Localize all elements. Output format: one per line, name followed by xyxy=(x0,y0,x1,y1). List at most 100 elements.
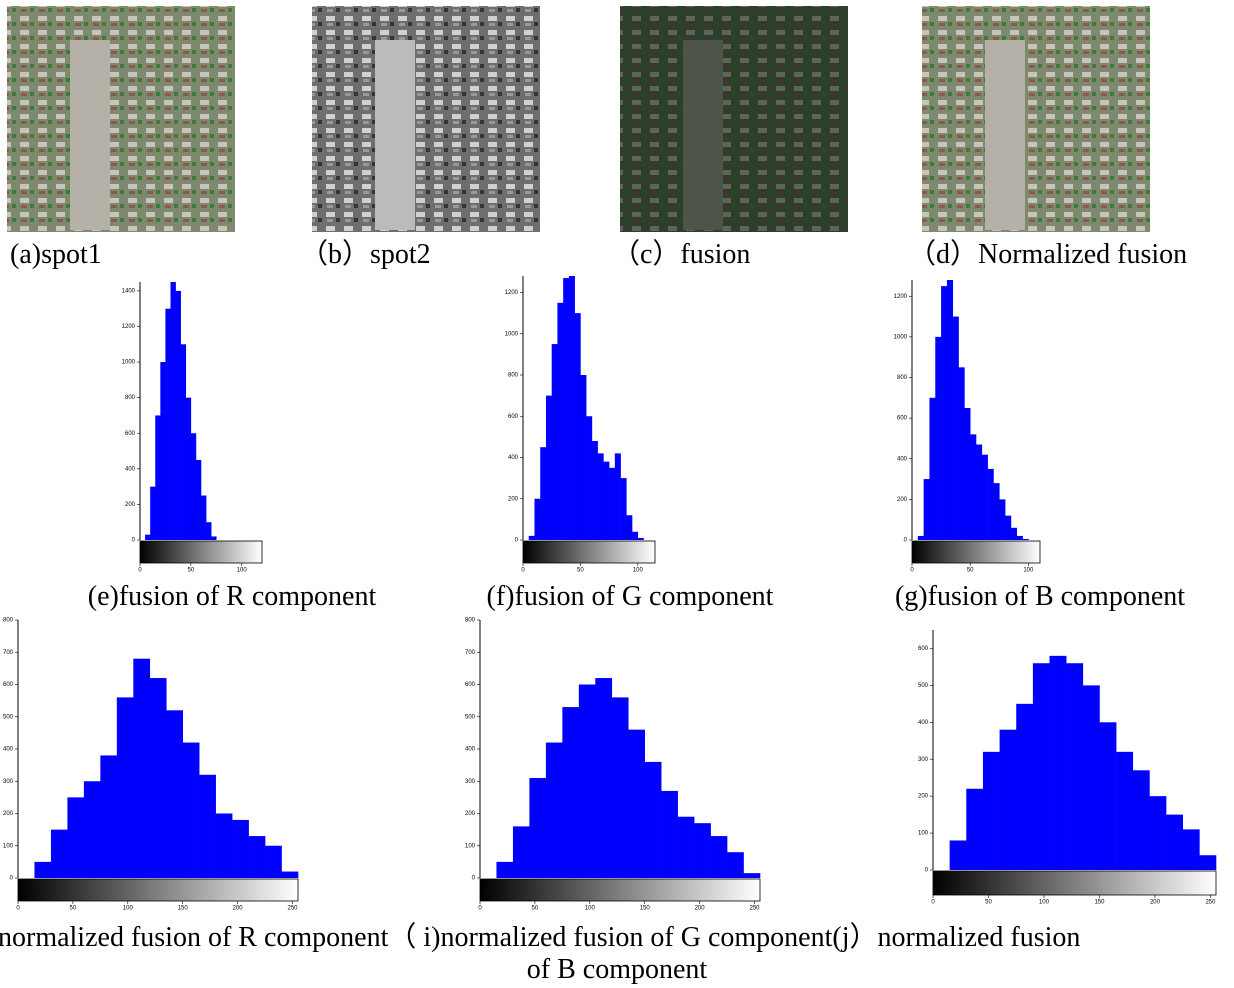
bar xyxy=(34,861,52,878)
bar xyxy=(1082,685,1100,870)
bar xyxy=(211,536,217,540)
x-tick-label: 50 xyxy=(577,568,584,574)
y-tick-label: 600 xyxy=(3,682,14,688)
bar xyxy=(597,453,604,540)
colorbar xyxy=(17,878,299,902)
bar xyxy=(133,658,151,878)
y-tick-label: 800 xyxy=(897,375,908,381)
y-tick-label: 300 xyxy=(3,779,14,785)
y-tick-label: 0 xyxy=(904,538,908,544)
bar xyxy=(199,774,216,878)
bar xyxy=(935,336,942,540)
y-tick-label: 200 xyxy=(465,811,476,817)
y-tick-label: 1400 xyxy=(122,288,136,294)
bar xyxy=(206,522,212,540)
bar xyxy=(83,781,101,878)
bar xyxy=(180,344,187,540)
bar xyxy=(528,535,535,540)
bar xyxy=(232,819,249,878)
bar xyxy=(591,441,598,540)
y-tick-label: 600 xyxy=(508,414,519,420)
bar xyxy=(67,797,85,878)
bar xyxy=(966,788,984,870)
x-tick-label: 150 xyxy=(640,906,651,912)
bar xyxy=(165,308,171,540)
bar xyxy=(958,367,965,540)
bar xyxy=(970,434,977,540)
y-tick-label: 800 xyxy=(3,618,14,624)
x-tick-label: 200 xyxy=(1150,900,1161,906)
x-tick-label: 100 xyxy=(633,568,644,574)
bar xyxy=(563,278,570,540)
x-tick-label: 0 xyxy=(138,568,142,574)
bar xyxy=(941,286,948,540)
bar xyxy=(557,302,564,540)
x-tick-label: 50 xyxy=(532,906,539,912)
bar xyxy=(182,742,200,878)
x-tick-label: 100 xyxy=(1023,568,1034,574)
x-tick-label: 100 xyxy=(1039,900,1050,906)
bar xyxy=(620,478,627,540)
colorbar xyxy=(479,878,761,902)
y-tick-label: 1000 xyxy=(122,360,136,366)
x-tick-label: 0 xyxy=(478,906,482,912)
y-tick-label: 600 xyxy=(918,646,929,652)
y-tick-label: 0 xyxy=(132,538,136,544)
y-tick-label: 0 xyxy=(515,538,519,544)
bar xyxy=(999,729,1017,870)
chart-caption: (e)fusion of R component xyxy=(88,581,377,612)
bar xyxy=(987,468,994,540)
bar xyxy=(185,397,192,540)
y-tick-label: 700 xyxy=(3,650,14,656)
y-tick-label: 1200 xyxy=(894,294,908,300)
bar xyxy=(512,826,530,878)
y-tick-label: 0 xyxy=(472,876,476,882)
bar xyxy=(1010,527,1018,540)
bar xyxy=(248,836,266,878)
bar xyxy=(952,316,959,540)
y-tick-label: 400 xyxy=(125,466,136,472)
bar xyxy=(1049,655,1067,870)
x-tick-label: 250 xyxy=(750,906,761,912)
bar xyxy=(1199,855,1217,870)
caption-line: of B component xyxy=(527,954,708,985)
x-tick-label: 50 xyxy=(70,906,77,912)
x-tick-label: 0 xyxy=(931,900,935,906)
colorbar xyxy=(522,540,656,564)
y-tick-label: 100 xyxy=(3,843,14,849)
chart-caption: (f)fusion of G component xyxy=(487,581,774,612)
bar xyxy=(949,840,967,870)
y-tick-label: 1000 xyxy=(894,334,908,340)
image-caption: (a)spot1 xyxy=(10,239,102,270)
bar xyxy=(568,276,575,540)
colorbar xyxy=(911,540,1041,564)
image-a xyxy=(7,6,235,232)
colorbar xyxy=(139,540,263,564)
bar xyxy=(727,852,744,878)
image-c xyxy=(620,6,848,232)
y-tick-label: 200 xyxy=(125,502,136,508)
image-d xyxy=(922,6,1150,232)
y-tick-label: 200 xyxy=(3,811,14,817)
bar xyxy=(170,282,176,540)
bar xyxy=(281,871,299,878)
x-tick-label: 0 xyxy=(910,568,914,574)
bar xyxy=(1022,538,1029,540)
image-caption: （b）spot2 xyxy=(300,238,431,270)
bar xyxy=(929,397,936,540)
bar xyxy=(150,486,156,540)
image-caption: （c）fusion xyxy=(612,238,750,270)
bar xyxy=(1016,703,1034,870)
y-tick-label: 100 xyxy=(465,843,476,849)
bar xyxy=(644,761,662,878)
x-tick-label: 50 xyxy=(967,568,974,574)
bar xyxy=(628,729,646,878)
bar xyxy=(1032,663,1050,870)
y-tick-label: 800 xyxy=(465,618,476,624)
y-tick-label: 800 xyxy=(508,373,519,379)
bar xyxy=(586,416,593,540)
bar xyxy=(190,433,197,540)
x-tick-label: 0 xyxy=(521,568,525,574)
